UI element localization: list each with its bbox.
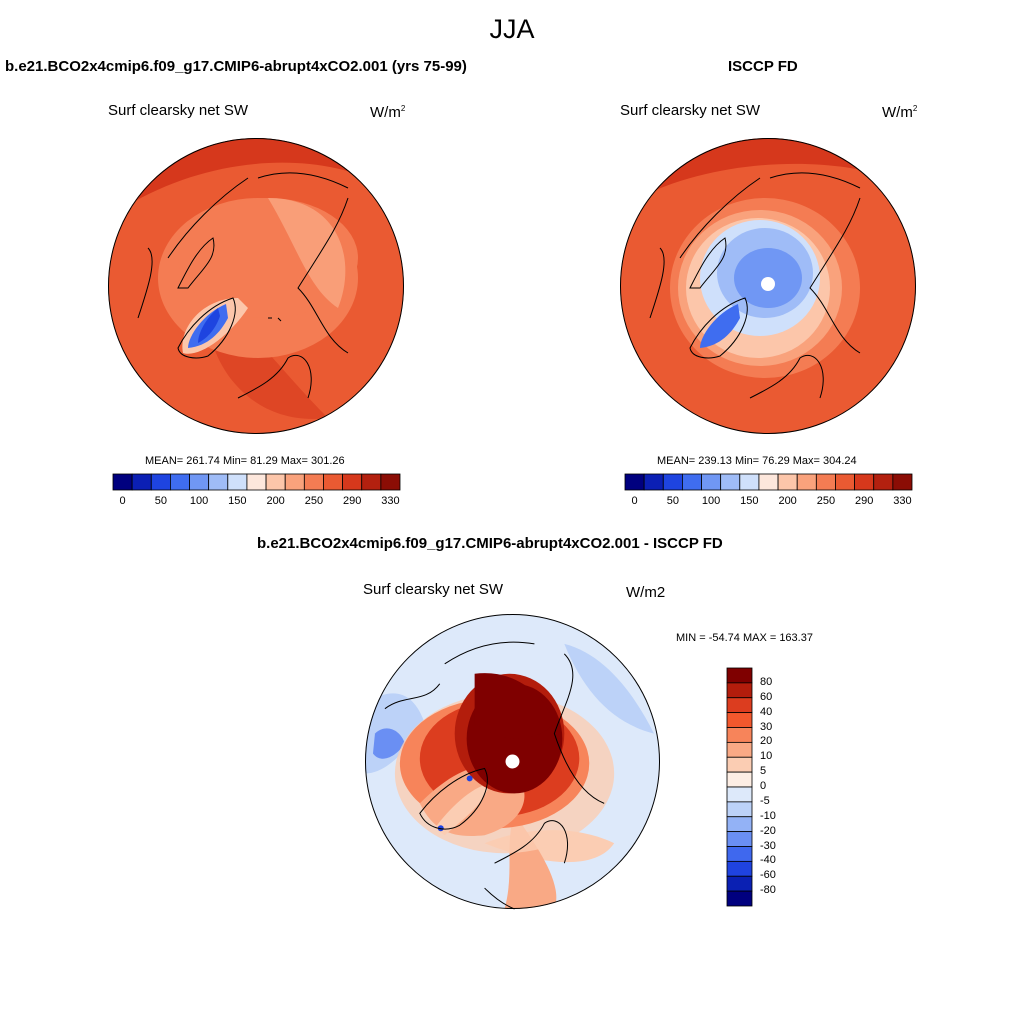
colorbar-swatch [726, 727, 753, 743]
model-variable-label: Surf clearsky net SW [108, 102, 249, 119]
colorbar-tick-label: 80 [760, 675, 773, 688]
colorbar-swatch [726, 846, 753, 862]
colorbar-swatch [726, 890, 753, 907]
colorbar-swatch [726, 712, 753, 728]
colorbar-swatch [726, 682, 753, 699]
colorbar-tick-label: 250 [304, 495, 324, 507]
colorbar-swatch [854, 473, 875, 491]
colorbar-tick-label: 60 [760, 690, 773, 703]
colorbar-swatch [739, 473, 760, 491]
colorbar-swatch [624, 473, 645, 491]
colorbar-tick-label: 100 [701, 495, 721, 507]
colorbar-swatch [796, 473, 817, 491]
model-units-label: W/m2 [370, 104, 406, 121]
colorbar-swatch [246, 473, 267, 491]
colorbar-tick-label: 290 [342, 495, 362, 507]
colorbar-swatch [815, 473, 836, 491]
colorbar-swatch [303, 473, 324, 491]
colorbar-swatch [726, 756, 753, 773]
colorbar-swatch [361, 473, 382, 491]
colorbar-swatch [380, 473, 401, 491]
colorbar-tick-label: -5 [760, 794, 770, 807]
colorbar-swatch [323, 473, 343, 491]
colorbar-swatch [720, 473, 741, 491]
obs-panel-title: ISCCP FD [728, 58, 798, 75]
colorbar-tick-label: 40 [760, 705, 773, 718]
colorbar-swatch [726, 816, 753, 833]
colorbar-tick-label: 10 [760, 750, 773, 763]
colorbar-swatch [726, 875, 753, 892]
colorbar-swatch [726, 741, 753, 758]
obs-units-label: W/m2 [882, 104, 918, 121]
colorbar-tick-label: -30 [760, 839, 776, 852]
colorbar-swatch [777, 473, 798, 491]
colorbar-swatch [131, 473, 152, 491]
colorbar-tick-label: 5 [760, 765, 767, 778]
colorbar-tick-label: 200 [266, 495, 285, 507]
colorbar-swatch [701, 473, 722, 491]
colorbar-tick-label: -40 [760, 854, 776, 867]
colorbar-swatch [726, 697, 753, 714]
colorbar-tick-label: 100 [189, 495, 209, 507]
colorbar-swatch [682, 473, 702, 491]
colorbar-tick-label: -60 [760, 869, 776, 882]
model-stats: MEAN= 261.74 Min= 81.29 Max= 301.26 [145, 455, 345, 467]
obs-variable-label: Surf clearsky net SW [620, 102, 761, 119]
diff-panel-title: b.e21.BCO2x4cmip6.f09_g17.CMIP6-abrupt4x… [257, 535, 723, 552]
colorbar-swatch [643, 473, 664, 491]
colorbar-swatch [726, 860, 753, 877]
diff-colorbar [726, 667, 753, 907]
colorbar-swatch [284, 473, 305, 491]
colorbar-tick-label: -20 [760, 824, 776, 837]
colorbar-swatch [342, 473, 363, 491]
colorbar-swatch [170, 473, 190, 491]
colorbar-tick-label: 30 [760, 720, 773, 733]
colorbar-swatch [873, 473, 894, 491]
obs-colorbar [624, 473, 913, 491]
colorbar-tick-label: 0 [631, 495, 638, 507]
colorbar-tick-label: -80 [760, 884, 776, 897]
colorbar-swatch [150, 473, 171, 491]
model-panel-title: b.e21.BCO2x4cmip6.f09_g17.CMIP6-abrupt4x… [5, 58, 467, 75]
colorbar-swatch [112, 473, 133, 491]
colorbar-swatch [265, 473, 286, 491]
colorbar-tick-label: 20 [760, 735, 773, 748]
colorbar-tick-label: 50 [154, 495, 167, 507]
colorbar-tick-label: 0 [119, 495, 126, 507]
colorbar-tick-label: 50 [666, 495, 679, 507]
colorbar-tick-label: 250 [816, 495, 836, 507]
colorbar-swatch [726, 786, 753, 803]
colorbar-tick-label: -10 [760, 809, 776, 822]
obs-polar-map [620, 138, 916, 434]
colorbar-tick-label: 150 [228, 495, 247, 507]
figure-title: JJA [489, 14, 535, 44]
colorbar-swatch [758, 473, 779, 491]
diff-polar-map [365, 614, 660, 910]
colorbar-tick-label: 290 [854, 495, 874, 507]
model-colorbar [112, 473, 401, 491]
colorbar-swatch [726, 667, 753, 684]
colorbar-tick-label: 0 [760, 780, 767, 792]
colorbar-swatch [892, 473, 913, 491]
colorbar-tick-label: 330 [893, 495, 912, 507]
colorbar-tick-label: 330 [381, 495, 400, 507]
colorbar-tick-label: 200 [778, 495, 797, 507]
colorbar-swatch [189, 473, 210, 491]
diff-stats: MIN = -54.74 MAX = 163.37 [676, 632, 813, 644]
colorbar-swatch [726, 831, 753, 847]
colorbar-swatch [726, 801, 753, 818]
colorbar-swatch [726, 771, 753, 788]
colorbar-swatch [662, 473, 683, 491]
diff-variable-label: Surf clearsky net SW [363, 581, 504, 598]
colorbar-tick-label: 150 [740, 495, 759, 507]
diff-units-label: W/m2 [626, 584, 666, 601]
colorbar-swatch [208, 473, 229, 491]
colorbar-swatch [227, 473, 248, 491]
colorbar-swatch [835, 473, 855, 491]
obs-stats: MEAN= 239.13 Min= 76.29 Max= 304.24 [657, 455, 857, 467]
model-polar-map [108, 138, 404, 434]
